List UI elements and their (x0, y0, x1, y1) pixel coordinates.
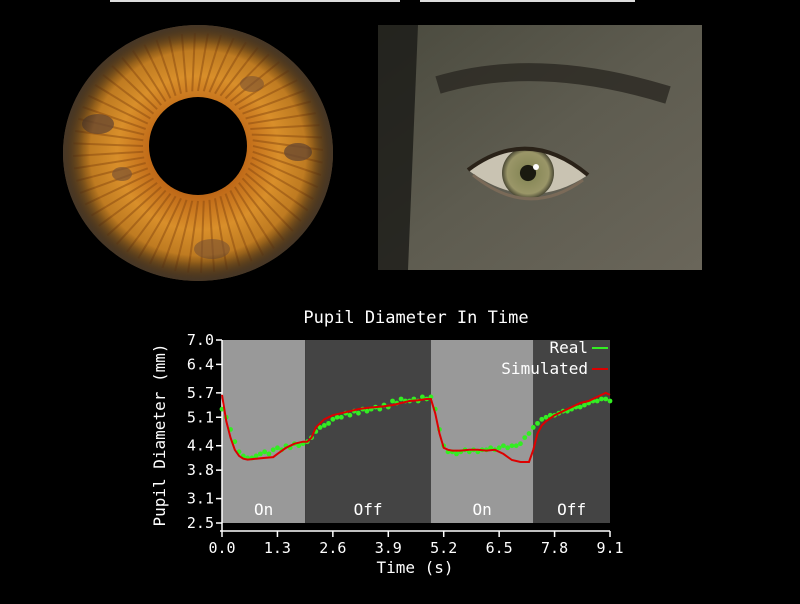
top-edge-bar-left (110, 0, 400, 2)
x-tick-label: 6.5 (486, 539, 513, 557)
real-point (338, 414, 344, 420)
band-label: Off (557, 500, 586, 519)
real-point (364, 408, 370, 414)
x-tick-label: 3.9 (375, 539, 402, 557)
real-point (509, 443, 515, 449)
real-point (377, 406, 383, 412)
x-tick-label: 1.3 (264, 539, 291, 557)
real-point (518, 441, 523, 447)
real-point (334, 414, 340, 420)
x-tick-label: 9.1 (596, 539, 623, 557)
legend-label-simulated: Simulated (501, 359, 588, 378)
real-point (582, 402, 587, 408)
real-point (535, 420, 540, 426)
real-point (275, 445, 280, 451)
band-label: On (472, 500, 491, 519)
real-point (607, 398, 613, 404)
real-point (454, 451, 459, 457)
real-point (398, 396, 404, 402)
chart-title: Pupil Diameter In Time (303, 308, 528, 328)
real-point (321, 423, 327, 428)
eye-photo (378, 25, 702, 270)
y-tick-label: 3.8 (187, 461, 214, 479)
real-point (594, 398, 600, 404)
band-on (222, 340, 306, 523)
band-off (533, 340, 610, 523)
band-label: Off (354, 500, 383, 519)
real-point (530, 425, 536, 430)
real-point (253, 453, 259, 459)
y-tick-label: 3.1 (187, 490, 214, 508)
y-tick-label: 5.7 (187, 384, 214, 402)
real-point (577, 404, 583, 410)
y-tick-label: 4.4 (187, 437, 214, 455)
x-axis-label: Time (s) (376, 558, 453, 577)
real-point (488, 445, 494, 451)
chart-axes: 2.5 3.1 3.8 4.4 5.1 5.7 6.4 7.0 0.0 1.3 2.6 3.9 5.2 6… (187, 331, 624, 557)
real-point (232, 439, 238, 445)
y-tick-label: 2.5 (187, 514, 214, 532)
real-point (390, 398, 395, 404)
real-point (266, 451, 272, 457)
x-tick-label: 2.6 (319, 539, 346, 557)
real-point (543, 414, 549, 420)
real-point (330, 416, 336, 422)
real-point (326, 420, 331, 426)
top-edge-bar-right (420, 0, 635, 2)
real-point (496, 445, 502, 451)
y-tick-label: 5.1 (187, 408, 214, 426)
real-point (257, 451, 263, 457)
y-tick-label: 6.4 (187, 355, 214, 373)
real-point (296, 443, 302, 449)
pupil-diameter-chart: Pupil Diameter In Time Pupil Diameter (m… (0, 295, 800, 600)
real-point (419, 394, 425, 400)
real-point (262, 449, 268, 455)
real-point (347, 412, 353, 418)
real-point (501, 443, 506, 449)
real-point (356, 410, 361, 416)
simulated-line (221, 391, 611, 463)
y-axis-label: Pupil Diameter (mm) (150, 343, 169, 526)
real-point (603, 396, 609, 402)
band-label: On (254, 500, 273, 519)
real-point (513, 443, 519, 449)
real-point (522, 435, 528, 440)
x-tick-label: 7.8 (541, 539, 568, 557)
real-point (539, 416, 545, 422)
x-tick-label: 0.0 (208, 539, 235, 557)
chart-legend: Real Simulated (501, 338, 608, 378)
real-point (526, 431, 532, 436)
series-simulated (221, 391, 611, 463)
real-point (317, 425, 323, 430)
real-point (505, 445, 511, 451)
iris-image (62, 24, 334, 282)
legend-label-real: Real (549, 338, 588, 357)
band-off (305, 340, 431, 523)
real-point (599, 396, 604, 402)
x-tick-label: 5.2 (430, 539, 457, 557)
stimulus-bands: On Off On Off (222, 340, 610, 523)
band-on (430, 340, 534, 523)
y-tick-label: 7.0 (187, 331, 214, 349)
real-point (270, 447, 276, 453)
